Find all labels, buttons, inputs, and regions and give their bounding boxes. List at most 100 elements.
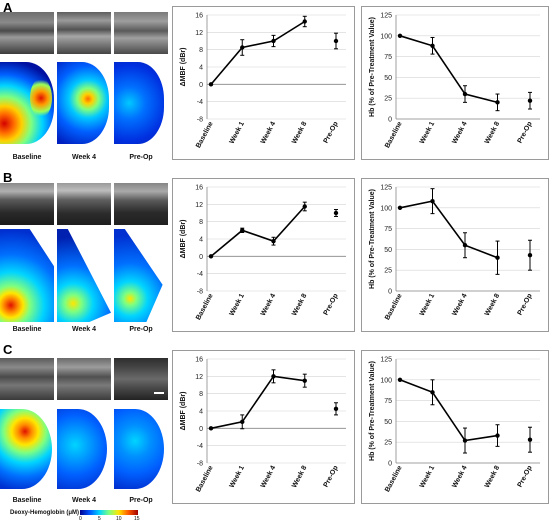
y-tick-label: 50 (384, 75, 392, 82)
series-line (399, 200, 498, 259)
scale-bar (154, 392, 164, 394)
ultrasound-image-preop-a (114, 12, 168, 54)
y-axis-label: Hb (% of Pre-Treatment Value) (369, 17, 376, 117)
image-caption-preop-b: Pre-Op (129, 326, 153, 333)
deoxyhemoglobin-map-preop-c (114, 405, 168, 493)
chart-c-hb: 0 25 50 75 100 125 Hb (% of Pre-Treatment Valu… (361, 350, 549, 504)
deoxyhemoglobin-map-baseline-b (0, 229, 54, 322)
image-caption-baseline-a: Baseline (12, 154, 42, 161)
y-tick-label: 25 (384, 96, 392, 103)
x-tick-label: Week 8 (291, 465, 308, 490)
data-point (397, 377, 403, 382)
y-tick-label: 8 (199, 219, 203, 226)
data-point (302, 19, 307, 24)
series-line (210, 20, 306, 85)
y-tick-label: 100 (380, 33, 392, 40)
deoxyhemoglobin-map-baseline-c (0, 405, 54, 493)
panel-label-b: B (3, 170, 13, 185)
data-point (271, 238, 276, 244)
y-tick-label: 16 (195, 357, 203, 364)
y-axis-label: ΔMBF (dBr) (180, 392, 187, 431)
data-point (495, 433, 500, 438)
deoxyhemoglobin-map-week4-a (57, 58, 111, 148)
y-tick-label: 125 (380, 185, 392, 192)
y-tick-label: 16 (195, 185, 203, 192)
y-tick-label: 100 (380, 205, 392, 212)
y-axis-label: ΔMBF (dBr) (180, 48, 187, 87)
x-tick-label: Pre-Op (517, 121, 534, 145)
data-point (302, 378, 307, 383)
y-tick-label: 0 (388, 117, 392, 124)
data-point (397, 205, 403, 210)
series-line (399, 35, 498, 104)
x-tick-label: Baseline (195, 121, 215, 150)
data-point (495, 100, 500, 105)
y-tick-label: 12 (195, 202, 203, 209)
data-point (462, 91, 468, 97)
data-point (208, 254, 214, 259)
deoxyhemoglobin-map-preop-a (114, 58, 168, 148)
y-tick-label: 4 (199, 237, 203, 244)
deoxyhemoglobin-map-week4-b (57, 229, 111, 322)
data-point (333, 406, 339, 412)
data-point (430, 198, 435, 204)
ultrasound-image-baseline-c (0, 358, 54, 400)
chart-a-hb: 0 25 50 75 100 125 Hb (% of Pre-Treatment Valu… (361, 6, 549, 160)
x-tick-label: Week 1 (419, 293, 436, 318)
ultrasound-image-preop-c (114, 358, 168, 400)
data-point (430, 390, 435, 395)
image-caption-week4-a: Week 4 (72, 154, 96, 161)
x-tick-label: Week 8 (291, 293, 308, 318)
x-tick-label: Pre-Op (323, 121, 340, 145)
data-point (240, 419, 245, 425)
colorbar-tick: 5 (98, 516, 101, 522)
y-tick-label: -8 (197, 289, 203, 296)
ultrasound-image-baseline-b (0, 183, 54, 225)
x-tick-label: Baseline (195, 293, 215, 322)
data-point (462, 243, 468, 248)
y-tick-label: 8 (199, 391, 203, 398)
data-point (240, 228, 245, 233)
data-point (527, 98, 533, 103)
y-tick-label: 25 (384, 440, 392, 447)
data-point (271, 38, 276, 44)
x-tick-label: Baseline (384, 465, 404, 494)
y-tick-label: 4 (199, 409, 203, 416)
y-tick-label: 75 (384, 54, 392, 61)
x-tick-label: Baseline (384, 293, 404, 322)
y-tick-label: 0 (388, 461, 392, 468)
y-tick-label: 125 (380, 13, 392, 20)
series-line (399, 379, 498, 442)
data-point (527, 253, 533, 258)
deoxyhemoglobin-map-week4-c (57, 405, 111, 493)
y-tick-label: 25 (384, 268, 392, 275)
chart-a-mbf: -8 -4 0 4 8 12 16 ΔMBF (dBr) Baseline Week 1 Week … (172, 6, 355, 160)
ultrasound-image-baseline-a (0, 12, 54, 54)
y-tick-label: -4 (197, 271, 203, 278)
image-caption-baseline-b: Baseline (12, 326, 42, 333)
x-tick-label: Week 4 (260, 293, 277, 318)
data-point (495, 255, 500, 260)
x-tick-label: Baseline (195, 465, 215, 494)
data-point (271, 374, 276, 379)
image-caption-preop-a: Pre-Op (129, 154, 153, 161)
series-line (210, 205, 306, 257)
colorbar-title: Deoxy-Hemoglobin (μM) (10, 510, 80, 516)
x-tick-label: Pre-Op (517, 293, 534, 317)
ultrasound-image-week4-c (57, 358, 111, 400)
x-tick-label: Pre-Op (323, 293, 340, 317)
x-tick-label: Pre-Op (323, 465, 340, 489)
y-tick-label: 50 (384, 247, 392, 254)
x-tick-label: Pre-Op (517, 465, 534, 489)
y-tick-label: -8 (197, 117, 203, 124)
x-tick-label: Week 1 (229, 293, 246, 318)
image-caption-week4-b: Week 4 (72, 326, 96, 333)
scale-bar (152, 485, 162, 487)
chart-c-mbf: -8 -4 0 4 8 12 16 ΔMBF (dBr) Baseline Week 1 Week … (172, 350, 355, 504)
y-tick-label: -4 (197, 443, 203, 450)
series-line (210, 375, 305, 430)
y-axis-label: Hb (% of Pre-Treatment Value) (369, 189, 376, 289)
data-point (302, 204, 307, 209)
y-tick-label: 16 (195, 13, 203, 20)
data-point (397, 33, 403, 38)
